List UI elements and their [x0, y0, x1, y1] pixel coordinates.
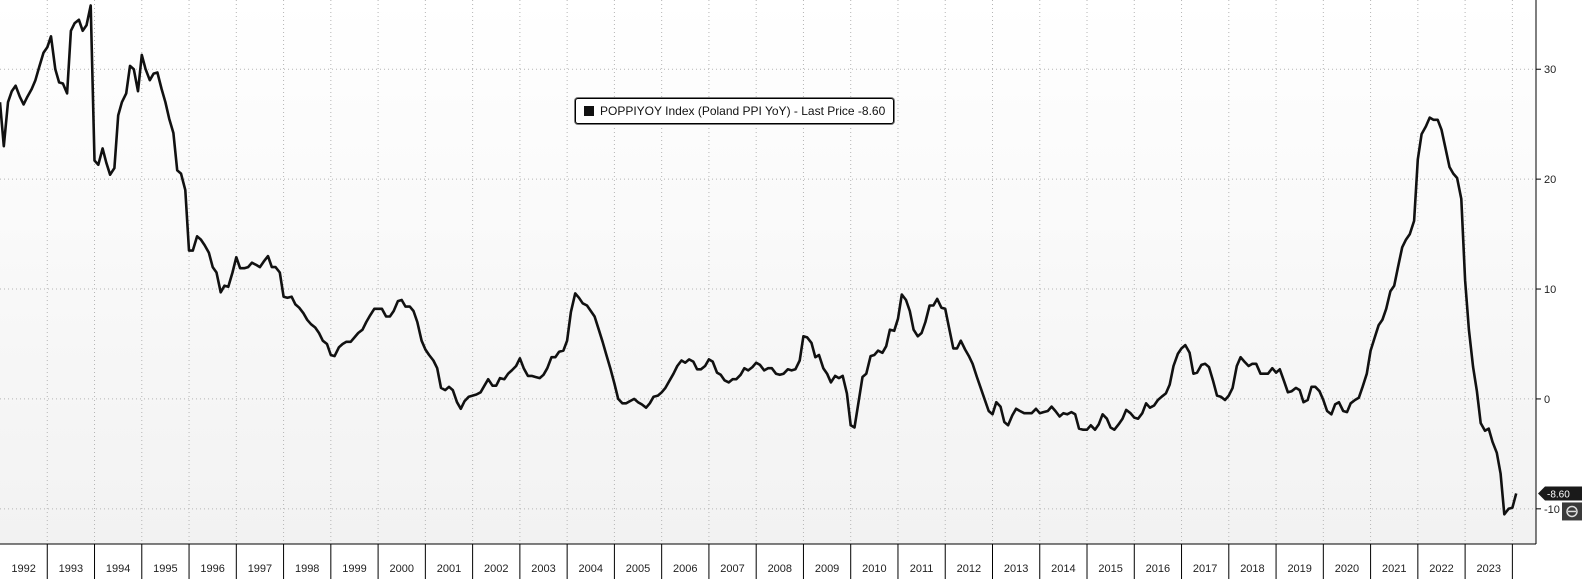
chart-legend: POPPIYOY Index (Poland PPI YoY) - Last P…	[575, 98, 895, 124]
y-tick-label: -10	[1544, 504, 1560, 516]
x-tick-label: 2001	[437, 563, 461, 575]
x-tick-label: 2000	[389, 563, 413, 575]
legend-swatch	[584, 106, 594, 116]
x-tick-label: 1996	[200, 563, 224, 575]
last-price-marker: -8.60	[1538, 486, 1582, 521]
y-tick-label: 30	[1544, 64, 1556, 76]
x-tick-label: 2017	[1193, 563, 1217, 575]
x-tick-label: 1994	[106, 563, 130, 575]
x-tick-label: 1995	[153, 563, 177, 575]
x-tick-label: 2019	[1287, 563, 1311, 575]
last-price-tag	[1538, 486, 1582, 501]
series-group	[0, 4, 1518, 516]
axis-handle-glyph	[1566, 505, 1578, 518]
x-tick-label: 1992	[11, 563, 35, 575]
x-tick-label: 2022	[1429, 563, 1453, 575]
gridlines	[0, 0, 1536, 544]
x-axis-ticks: 1992 1993 1994 1995 1996 1997 1998 1999 2000 2001…	[11, 544, 1513, 579]
last-price-label: -8.60	[1547, 489, 1570, 500]
x-tick-label: 2009	[815, 563, 839, 575]
plot-background	[0, 0, 1536, 544]
y-tick-label: 10	[1544, 284, 1556, 296]
x-tick-label: 2018	[1240, 563, 1264, 575]
legend-label: POPPIYOY Index (Poland PPI YoY) - Last P…	[600, 104, 886, 118]
x-tick-label: 1997	[248, 563, 272, 575]
x-tick-label: 2013	[1004, 563, 1028, 575]
x-axis-band	[0, 544, 1582, 579]
x-tick-label: 2016	[1146, 563, 1170, 575]
x-tick-label: 2007	[720, 563, 744, 575]
x-tick-label: 2012	[957, 563, 981, 575]
x-tick-label: 2008	[768, 563, 792, 575]
y-tick-label: 20	[1544, 174, 1556, 186]
x-tick-label: 2014	[1051, 563, 1075, 575]
x-tick-label: 1998	[295, 563, 319, 575]
x-tick-label: 2003	[531, 563, 555, 575]
x-tick-label: 2004	[579, 563, 603, 575]
x-tick-label: 2005	[626, 563, 650, 575]
x-tick-label: 2002	[484, 563, 508, 575]
x-tick-label: 2011	[910, 563, 934, 575]
x-tick-label: 2010	[862, 563, 886, 575]
x-tick-label: 1999	[342, 563, 366, 575]
x-tick-label: 2015	[1098, 563, 1122, 575]
x-tick-label: 2006	[673, 563, 697, 575]
x-tick-label: 2020	[1335, 563, 1359, 575]
y-axis-ticks: -10 0 10 20 30	[1536, 64, 1560, 516]
y-axis-band	[1536, 0, 1582, 544]
y-tick-label: 0	[1544, 394, 1550, 406]
x-tick-label: 1993	[59, 563, 83, 575]
x-tick-label: 2023	[1476, 563, 1500, 575]
x-tick-label: 2021	[1382, 563, 1406, 575]
series-line	[0, 4, 1518, 516]
